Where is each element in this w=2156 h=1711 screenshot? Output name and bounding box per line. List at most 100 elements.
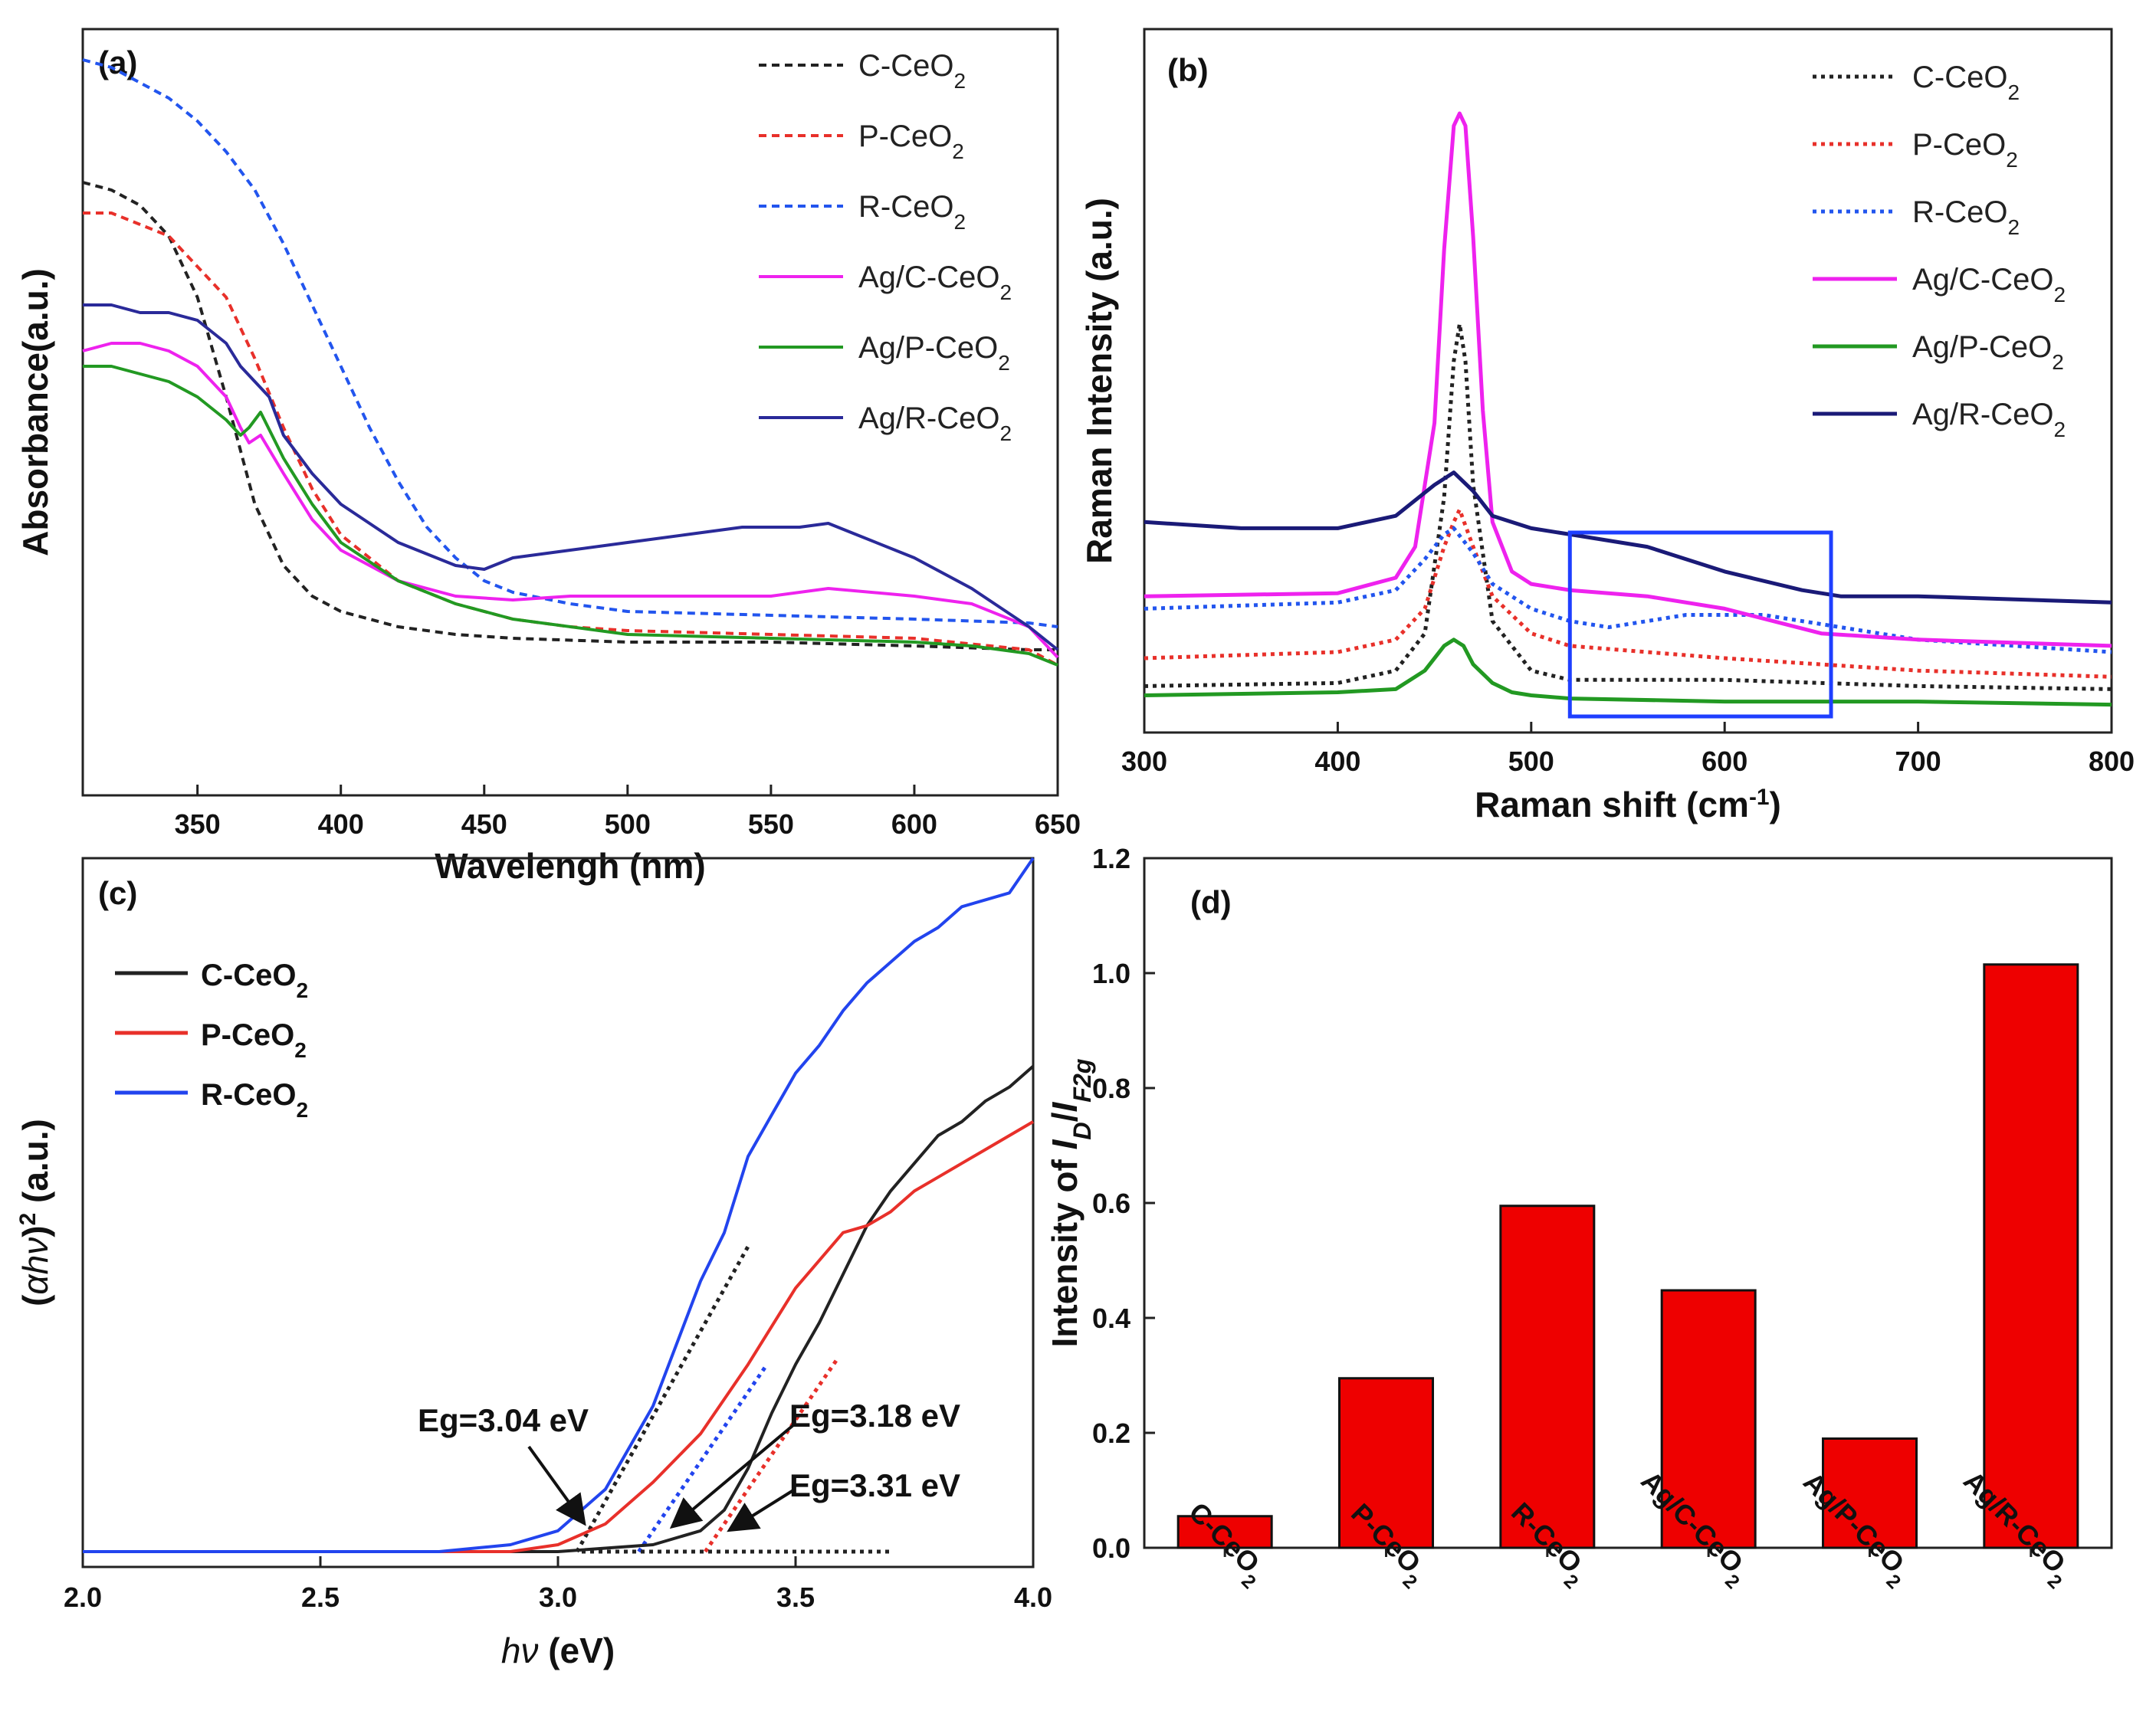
y-axis-label: Absorbance(a.u.) [15, 268, 55, 556]
series-line-3 [82, 342, 1059, 659]
x-tick-label: 400 [318, 808, 364, 840]
panel-a-absorbance-chart: 350 400 450 500 550 600 650 Wavelengh (nm) Absor… [15, 28, 1081, 886]
panel-a-frame [81, 28, 1059, 797]
legend-label: P-CeO2​ [201, 1018, 307, 1062]
x-tick-label: 600 [891, 808, 937, 840]
y-axis-label-part: / [1045, 1112, 1085, 1122]
x-tick-label: 700 [1895, 746, 1941, 777]
legend-label: P-CeO2​ [1912, 128, 2018, 172]
series-line-2 [82, 58, 1058, 628]
y-axis-label-part: F2g [1068, 1058, 1096, 1103]
x-tick-label: 500 [605, 808, 651, 840]
legend-label: R-CeO2​ [1912, 195, 2020, 239]
x-tick-label: 3.0 [539, 1582, 577, 1613]
fit-line-2 [704, 1356, 840, 1553]
x-tick-label: 650 [1035, 808, 1081, 840]
series-line-0 [82, 181, 1058, 651]
legend-label: R-CeO2​ [201, 1078, 308, 1122]
panel-label: (b) [1167, 52, 1209, 88]
panel-label: (a) [98, 44, 137, 80]
y-axis-label-part: I [1045, 1139, 1085, 1149]
x-axis-label-italic: hν [501, 1631, 539, 1670]
legend-label: Ag/R-CeO2​ [858, 402, 1012, 445]
legend-label: Ag/R-CeO2​ [1912, 398, 2066, 441]
series-line-5 [83, 303, 1059, 651]
y-tick-label: 0.0 [1092, 1532, 1131, 1564]
panel-label: (c) [98, 875, 137, 911]
x-axis-label: Wavelengh (nm) [435, 846, 706, 886]
legend-label: C-CeO2​ [1912, 61, 2020, 104]
legend-label: Ag/C-CeO2​ [858, 261, 1012, 304]
annotation-label: Eg=3.04 eV [418, 1402, 589, 1438]
bar-2 [1499, 1205, 1596, 1549]
arrow-eg331 [727, 1489, 795, 1532]
x-axis-label-rest: (eV) [538, 1631, 615, 1670]
x-axis-label-main: Raman shift (cm [1475, 785, 1749, 824]
legend-label: C-CeO2​ [858, 49, 966, 93]
series-line-0 [1144, 322, 2112, 691]
bar-4 [1822, 1437, 1918, 1549]
y-axis-label-part: 2 [15, 1213, 41, 1226]
x-tick-label: 300 [1121, 746, 1167, 777]
panel-c-tauc-plot: 2.0 2.5 3.0 3.5 4.0 hν (eV) (αhν)2 (a.u.) (c) C-… [15, 857, 1052, 1670]
arrow-eg318 [669, 1424, 795, 1529]
annotation-label: Eg=3.18 eV [789, 1398, 960, 1434]
y-tick-label: 0.8 [1092, 1073, 1131, 1104]
legend-label: R-CeO2​ [858, 190, 966, 234]
series-line-4 [1144, 638, 2112, 707]
y-axis-label-part: Intensity of [1045, 1149, 1085, 1347]
y-tick-label: 0.4 [1092, 1303, 1131, 1334]
panel-b-frame [1143, 28, 2113, 734]
y-tick-label: 1.0 [1092, 958, 1131, 989]
bar-0 [1176, 1515, 1273, 1549]
y-tick-label: 0.6 [1092, 1188, 1131, 1219]
series-line-3 [1144, 111, 2112, 648]
x-tick-label: 400 [1314, 746, 1360, 777]
y-axis-label: Raman Intensity (a.u.) [1079, 198, 1119, 564]
series-line-0 [83, 1064, 1035, 1553]
x-tick-label: 350 [175, 808, 221, 840]
highlight-box [1567, 530, 1833, 719]
legend-label: C-CeO2​ [201, 959, 308, 1002]
y-axis-label-part: αhν [15, 1237, 55, 1295]
bar-5 [1983, 963, 2079, 1549]
arrow-eg304 [527, 1445, 586, 1526]
y-tick-label: 1.2 [1092, 843, 1131, 874]
y-axis-label-part: I [1045, 1102, 1085, 1113]
panel-d-frame [1143, 857, 2113, 1549]
y-axis-label: (αhν)2 (a.u.) [15, 1119, 56, 1306]
x-tick-label: 550 [748, 808, 794, 840]
y-tick-label: 0.2 [1092, 1418, 1131, 1449]
x-axis-label-sup: -1 [1749, 785, 1770, 810]
fit-line-1 [637, 1363, 769, 1553]
y-axis-label-part: ) [15, 1225, 55, 1237]
x-axis-label: hν (eV) [501, 1631, 615, 1670]
bar-3 [1660, 1289, 1757, 1549]
x-tick-label: 600 [1702, 746, 1747, 777]
legend-label: Ag/P-CeO2​ [858, 331, 1010, 375]
x-tick-label: 450 [461, 808, 507, 840]
series-line-1 [1144, 507, 2112, 679]
legend-label: Ag/C-CeO2​ [1912, 263, 2066, 306]
y-axis-label: Intensity of ID/IF2g [1045, 1058, 1096, 1347]
y-axis-label-part: ( [15, 1294, 55, 1306]
x-tick-label: 3.5 [776, 1582, 815, 1613]
series-line-2 [1144, 526, 2112, 654]
fit-line-0 [575, 1245, 750, 1553]
series-line-1 [83, 1120, 1035, 1553]
x-tick-label: 500 [1508, 746, 1554, 777]
y-axis-label-part: (a.u.) [15, 1119, 55, 1213]
x-tick-label: 4.0 [1014, 1582, 1052, 1613]
legend-label: Ag/P-CeO2​ [1912, 330, 2064, 374]
x-tick-label: 2.5 [301, 1582, 340, 1613]
bar-1 [1338, 1377, 1434, 1549]
y-axis-label-part: D [1068, 1122, 1096, 1139]
annotation-label: Eg=3.31 eV [789, 1467, 960, 1503]
series-line-4 [83, 365, 1058, 667]
legend-label: P-CeO2​ [858, 120, 964, 163]
panel-label: (d) [1190, 884, 1232, 920]
series-line-5 [1144, 470, 2112, 605]
